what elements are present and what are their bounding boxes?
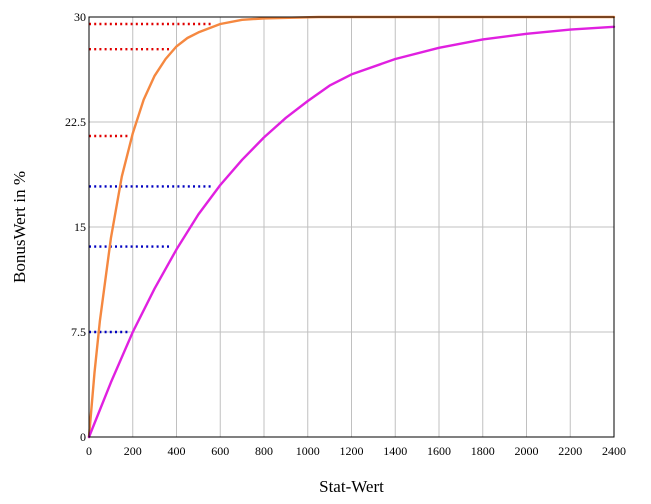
x-tick-label: 1400 (383, 444, 407, 458)
tick-labels: 0 200 400 600 800 1000 1200 1400 1600 1800 2000 220… (65, 10, 626, 458)
x-tick-label: 2200 (558, 444, 582, 458)
x-tick-label: 400 (168, 444, 186, 458)
x-tick-label: 2000 (515, 444, 539, 458)
series-group (87, 15, 616, 439)
y-tick-label: 30 (74, 10, 86, 24)
grid (88, 16, 615, 438)
x-tick-label: 600 (211, 444, 229, 458)
y-tick-label: 15 (74, 220, 86, 234)
x-tick-label: 2400 (602, 444, 626, 458)
x-tick-label: 200 (124, 444, 142, 458)
x-tick-label: 800 (255, 444, 273, 458)
x-axis-title: Stat-Wert (319, 477, 384, 496)
x-tick-label: 1000 (296, 444, 320, 458)
x-tick-label: 1200 (340, 444, 364, 458)
x-tick-label: 1800 (471, 444, 495, 458)
reference-lines (89, 22, 214, 334)
series-line-2 (87, 25, 616, 439)
x-tick-label: 1600 (427, 444, 451, 458)
x-tick-label: 0 (86, 444, 92, 458)
y-tick-label: 22.5 (65, 115, 86, 129)
series-line-1 (87, 15, 616, 439)
y-axis-title: BonusWert in % (10, 171, 29, 283)
y-tick-label: 7.5 (71, 325, 86, 339)
plot-frame (88, 16, 615, 438)
y-tick-label: 0 (80, 430, 86, 444)
